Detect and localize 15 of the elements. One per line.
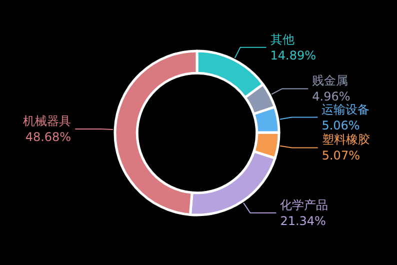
data-label: 48.68% (25, 130, 72, 144)
data-label: 5.06% (322, 118, 360, 132)
slice-label: 塑料橡胶 (322, 132, 370, 147)
data-label: 4.96% (312, 90, 350, 104)
slice-label: 贱金属 (312, 74, 348, 88)
donut-slice (252, 131, 280, 160)
donut-slice (114, 50, 198, 216)
data-label: 5.07% (322, 148, 360, 163)
data-label: 14.89% (270, 48, 316, 62)
slice-label: 化学产品 (280, 198, 328, 212)
data-label: 21.34% (280, 214, 326, 228)
slice-label: 其他 (270, 32, 294, 46)
slice-label: 机械器具 (23, 114, 72, 128)
donut-slice (188, 150, 276, 216)
slice-label: 运输设备 (322, 102, 370, 116)
